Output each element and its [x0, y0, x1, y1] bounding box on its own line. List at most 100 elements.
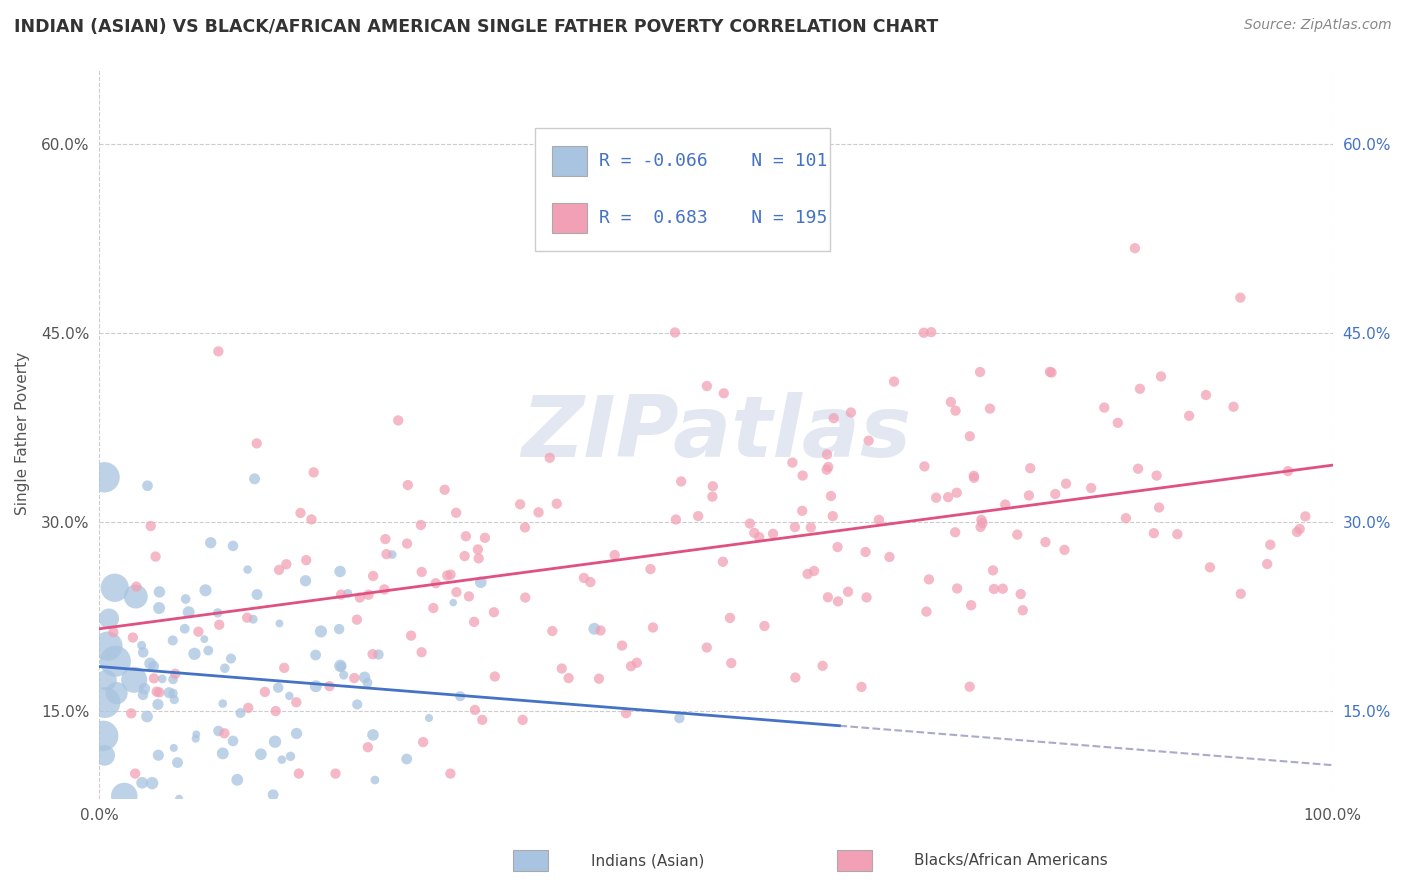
Point	[97, 639, 120, 653]
Point	[610, 639, 633, 653]
Point	[139, 657, 162, 671]
Point	[242, 612, 264, 626]
Point	[374, 532, 396, 546]
Point	[1143, 526, 1166, 541]
Point	[330, 659, 353, 673]
Text: ZIPatlas: ZIPatlas	[522, 392, 911, 475]
Point	[855, 545, 877, 559]
Point	[963, 471, 986, 485]
Point	[148, 585, 170, 599]
Point	[121, 631, 143, 645]
Point	[664, 326, 686, 340]
Point	[395, 752, 418, 766]
Point	[214, 661, 236, 675]
Point	[167, 791, 190, 805]
Point	[960, 599, 983, 613]
Point	[464, 703, 486, 717]
Point	[883, 375, 905, 389]
Point	[837, 584, 859, 599]
Point	[463, 615, 485, 629]
Point	[343, 671, 366, 685]
Point	[384, 805, 406, 819]
Point	[868, 513, 890, 527]
Point	[665, 512, 688, 526]
Point	[879, 549, 901, 564]
Point	[146, 698, 169, 712]
Point	[173, 622, 195, 636]
Point	[718, 611, 741, 625]
Point	[131, 776, 153, 790]
Point	[309, 624, 332, 639]
Point	[302, 466, 325, 480]
Point	[139, 519, 162, 533]
Point	[920, 325, 942, 339]
Point	[720, 656, 742, 670]
Point	[330, 588, 353, 602]
Point	[444, 506, 467, 520]
Point	[411, 645, 433, 659]
Point	[557, 671, 579, 685]
Point	[603, 548, 626, 562]
Point	[285, 695, 308, 709]
Point	[163, 740, 186, 755]
Point	[1054, 476, 1077, 491]
Y-axis label: Single Father Poverty: Single Father Poverty	[15, 352, 30, 516]
Point	[145, 684, 167, 698]
Point	[994, 498, 1017, 512]
Point	[551, 661, 574, 675]
Point	[588, 672, 610, 686]
Point	[219, 651, 242, 665]
Point	[1039, 365, 1062, 379]
Point	[142, 659, 165, 673]
Point	[318, 679, 340, 693]
Point	[1011, 603, 1033, 617]
Point	[839, 405, 862, 419]
Point	[193, 632, 215, 647]
Point	[422, 601, 444, 615]
Point	[1045, 487, 1067, 501]
Point	[186, 727, 208, 741]
Point	[1222, 400, 1244, 414]
Point	[246, 588, 269, 602]
Point	[1007, 527, 1029, 541]
Point	[912, 326, 935, 340]
Point	[454, 529, 477, 543]
Point	[1256, 557, 1278, 571]
Point	[349, 591, 371, 605]
Point	[357, 740, 380, 755]
Point	[1126, 461, 1149, 475]
Point	[160, 805, 183, 819]
Point	[125, 580, 148, 594]
Point	[177, 605, 200, 619]
Point	[827, 540, 849, 554]
Point	[851, 680, 873, 694]
Text: INDIAN (ASIAN) VS BLACK/AFRICAN AMERICAN SINGLE FATHER POVERTY CORRELATION CHART: INDIAN (ASIAN) VS BLACK/AFRICAN AMERICAN…	[14, 18, 938, 36]
Point	[1123, 241, 1146, 255]
Point	[912, 459, 935, 474]
Point	[446, 585, 468, 599]
Point	[396, 536, 419, 550]
Point	[305, 679, 328, 693]
Point	[527, 505, 550, 519]
Point	[312, 805, 335, 819]
Point	[620, 659, 643, 673]
Point	[943, 525, 966, 540]
Point	[111, 805, 134, 819]
Point	[294, 574, 316, 588]
Point	[815, 463, 838, 477]
Point	[1053, 542, 1076, 557]
Point	[157, 686, 180, 700]
Point	[103, 625, 125, 640]
Point	[371, 805, 394, 819]
Point	[1040, 366, 1063, 380]
Point	[381, 548, 404, 562]
Point	[269, 616, 291, 631]
Point	[811, 658, 834, 673]
Point	[120, 706, 142, 721]
Point	[148, 748, 170, 763]
Point	[353, 670, 375, 684]
Point	[418, 711, 440, 725]
Point	[174, 592, 197, 607]
Point	[1018, 488, 1040, 502]
Point	[738, 516, 761, 531]
